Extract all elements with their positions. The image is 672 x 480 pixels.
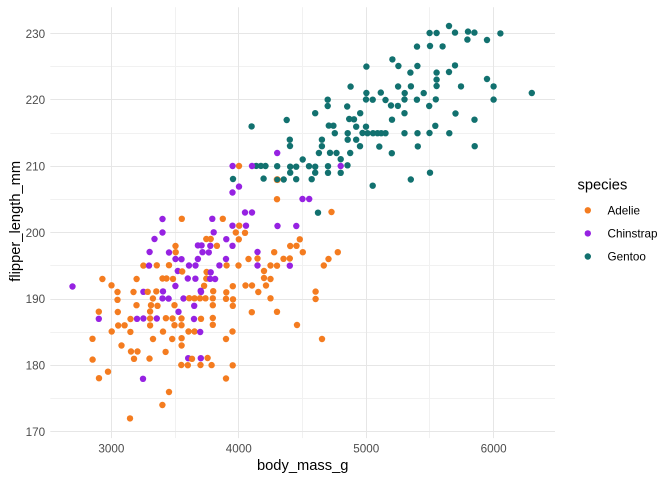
svg-text:210: 210 bbox=[26, 161, 46, 174]
svg-text:180: 180 bbox=[26, 360, 46, 373]
svg-text:5000: 5000 bbox=[353, 443, 380, 456]
svg-text:220: 220 bbox=[26, 94, 46, 107]
svg-text:230: 230 bbox=[26, 28, 46, 41]
svg-text:body_mass_g: body_mass_g bbox=[257, 458, 348, 474]
svg-text:Chinstrap: Chinstrap bbox=[608, 228, 659, 241]
svg-text:flipper_length_mm: flipper_length_mm bbox=[8, 161, 24, 282]
svg-text:Adelie: Adelie bbox=[608, 205, 641, 218]
svg-text:3000: 3000 bbox=[98, 443, 125, 456]
svg-text:170: 170 bbox=[26, 426, 46, 439]
svg-text:species: species bbox=[578, 178, 628, 194]
svg-text:6000: 6000 bbox=[481, 443, 508, 456]
svg-text:Gentoo: Gentoo bbox=[608, 251, 647, 264]
svg-text:190: 190 bbox=[26, 293, 46, 306]
svg-text:4000: 4000 bbox=[226, 443, 253, 456]
svg-text:200: 200 bbox=[26, 227, 46, 240]
